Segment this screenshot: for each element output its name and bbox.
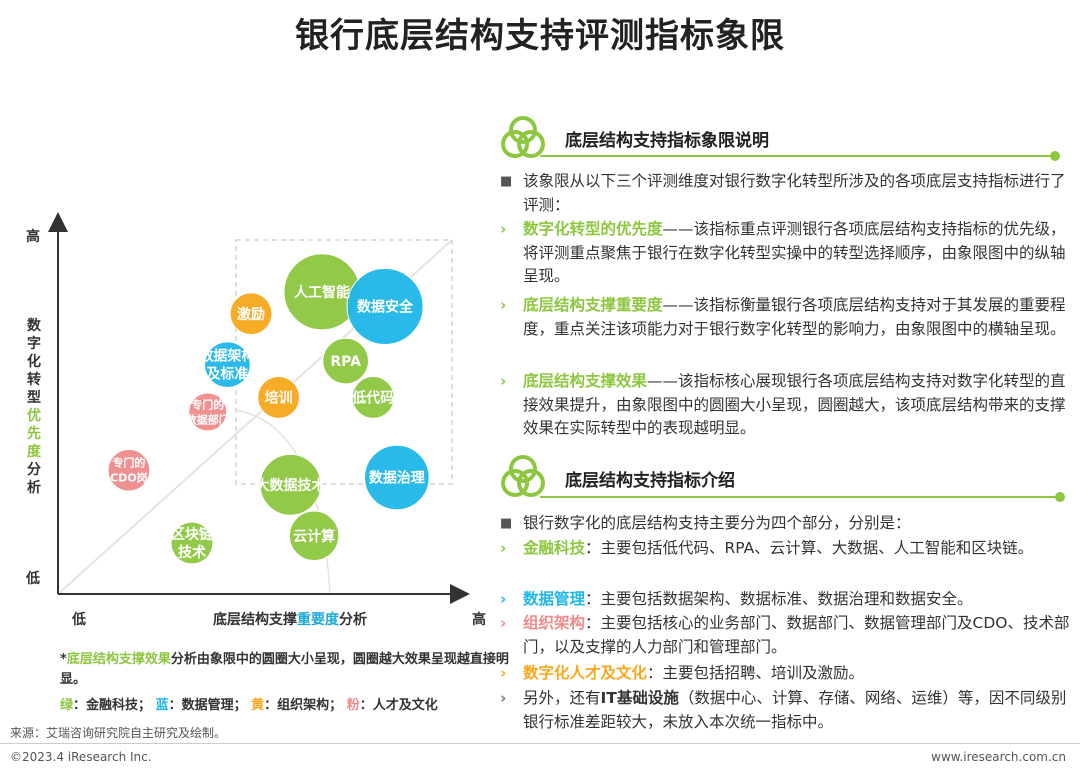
legend-green: 绿：金融科技；: [60, 698, 152, 713]
bubble-blue: [364, 444, 430, 511]
panel2-item-data: › 数据管理：主要包括数据架构、数据标准、数据治理和数据安全。: [500, 588, 1070, 612]
bubble-green: [322, 337, 369, 385]
bubble-label: 数据治理: [369, 470, 425, 487]
source-note: 来源：艾瑞咨询研究院自主研究及绘制。: [10, 726, 227, 740]
bubble-label: 大数据技术: [255, 477, 325, 494]
y-axis-title-char: 度: [27, 443, 42, 460]
square-bullet-icon: ■: [500, 516, 513, 531]
bubble-label: 人工智能: [294, 284, 350, 301]
bubble-blue: [204, 341, 251, 388]
website-link[interactable]: www.iresearch.com.cn: [931, 750, 1066, 764]
y-axis-title-char: 数: [27, 317, 42, 334]
panel1-divider: [540, 155, 1055, 157]
panel1-item-importance: › 底层结构支撑重要度——该指标衡量银行各项底层结构支持对于其发展的重要程度，重…: [500, 296, 1066, 338]
y-axis-title-char: 型: [27, 389, 41, 406]
legend-blue: 蓝：数据管理；: [155, 698, 247, 713]
chevron-right-icon: ›: [500, 296, 507, 314]
bubble-label: CDO岗: [110, 471, 148, 485]
bubble-label: 激励: [237, 306, 265, 323]
panel1-title: 底层结构支持指标象限说明: [565, 131, 769, 151]
bubble-label: 技术: [178, 544, 206, 561]
chevron-right-icon: ›: [500, 614, 507, 632]
panel2-extra: › 另外，还有IT基础设施（数据中心、计算、存储、网络、运维）等，因不同级别银行…: [500, 689, 1067, 731]
panel2-item-org: › 组织架构：主要包括核心的业务部门、数据部门、数据管理部门及CDO、技术部门，…: [500, 614, 1070, 656]
bubble-green: [288, 510, 340, 561]
panel2-item-fintech: › 金融科技：主要包括低代码、RPA、云计算、大数据、人工智能和区块链。: [500, 537, 1070, 561]
bubble-yellow: [229, 292, 273, 336]
panel2-divider: [540, 496, 1060, 498]
bubble-green: [259, 453, 322, 516]
bubble-label: 数据架构: [199, 348, 255, 365]
panel2-item-talent: › 数字化人才及文化：主要包括招聘、培训及激励。: [500, 662, 1070, 686]
bubble-label: 低代码: [351, 389, 394, 406]
x-high-label: 高: [472, 611, 486, 628]
bubble-yellow: [257, 376, 301, 419]
y-axis-title-char: 析: [27, 479, 41, 496]
panel2-divider-dot: [1055, 492, 1065, 502]
panel1-item-priority: › 数字化转型的优先度——该指标重点评测银行各项底层结构支持指标的优先级，将评测…: [500, 220, 1066, 285]
bubble-label: 数据安全: [357, 298, 414, 315]
legend-pink: 粉：人才及文化: [346, 698, 438, 713]
venn-icon: [501, 455, 545, 497]
panel2-title: 底层结构支持指标介绍: [565, 471, 735, 491]
chevron-right-icon: ›: [500, 372, 507, 390]
chevron-right-icon: ›: [500, 689, 507, 707]
panel1-divider-dot: [1050, 151, 1060, 161]
x-axis-title: 底层结构支撑重要度分析: [213, 611, 367, 628]
panel1-intro: ■ 该象限从以下三个评测维度对银行数字化转型所涉及的各项底层支持指标进行了评测：: [500, 172, 1066, 214]
chevron-right-icon: ›: [500, 220, 507, 238]
chevron-right-icon: ›: [500, 590, 507, 608]
panel1-item-effect: › 底层结构支撑效果——该指标核心展现银行各项底层结构支持对数字化转型的直接效果…: [500, 372, 1066, 437]
x-low-label: 低: [71, 611, 86, 628]
y-low-label: 低: [25, 570, 40, 587]
bubble-green: [351, 376, 395, 419]
bubble-blue: [346, 267, 424, 345]
bubble-pink: [188, 392, 228, 432]
bubble-layer: 人工智能数据安全激励RPA数据架构及标准培训 低代码专门的数据部门专门的CDO岗大…: [107, 253, 430, 565]
bubble-label: 培训: [265, 389, 293, 406]
high-quadrant-box: [235, 239, 453, 485]
y-axis-title-char: 优: [27, 407, 41, 424]
y-axis-title-char: 分: [27, 462, 41, 478]
y-axis-title-char: 化: [27, 353, 41, 370]
footer-divider: [0, 743, 1080, 744]
bubble-label: 及标准: [206, 366, 248, 383]
legend-yellow: 黄：组织架构；: [251, 698, 343, 713]
page-title: 银行底层结构支持评测指标象限: [295, 16, 785, 56]
bubble-label: 区块链: [171, 526, 214, 543]
chart-note: *底层结构支撑效果分析由象限中的圆圈大小呈现，圆圈越大效果呈现越直接明显。: [60, 652, 509, 687]
chevron-right-icon: ›: [500, 539, 507, 557]
bubble-green: [170, 521, 214, 565]
bubble-label: 专门的: [191, 397, 224, 411]
bubble-label: 云计算: [293, 528, 335, 545]
y-axis-title-char: 先: [27, 425, 41, 442]
bubble-pink: [107, 448, 151, 492]
bubble-label: 数据部门: [186, 412, 230, 426]
square-bullet-icon: ■: [500, 174, 513, 189]
venn-icon: [501, 116, 545, 158]
panel2-intro: ■ 银行数字化的底层结构支持主要分为四个部分，分别是：: [500, 512, 1070, 536]
bubble-label: RPA: [330, 354, 361, 370]
bubble-label: 专门的: [112, 456, 145, 470]
y-axis-title-char: 字: [27, 335, 41, 352]
chevron-right-icon: ›: [500, 664, 507, 682]
color-legend: 绿：金融科技； 蓝：数据管理； 黄：组织架构； 粉：人才及文化: [60, 694, 438, 713]
y-axis-title-char: 转: [27, 371, 41, 388]
y-high-label: 高: [26, 228, 40, 245]
copyright: ©2023.4 iResearch Inc.: [10, 750, 152, 764]
